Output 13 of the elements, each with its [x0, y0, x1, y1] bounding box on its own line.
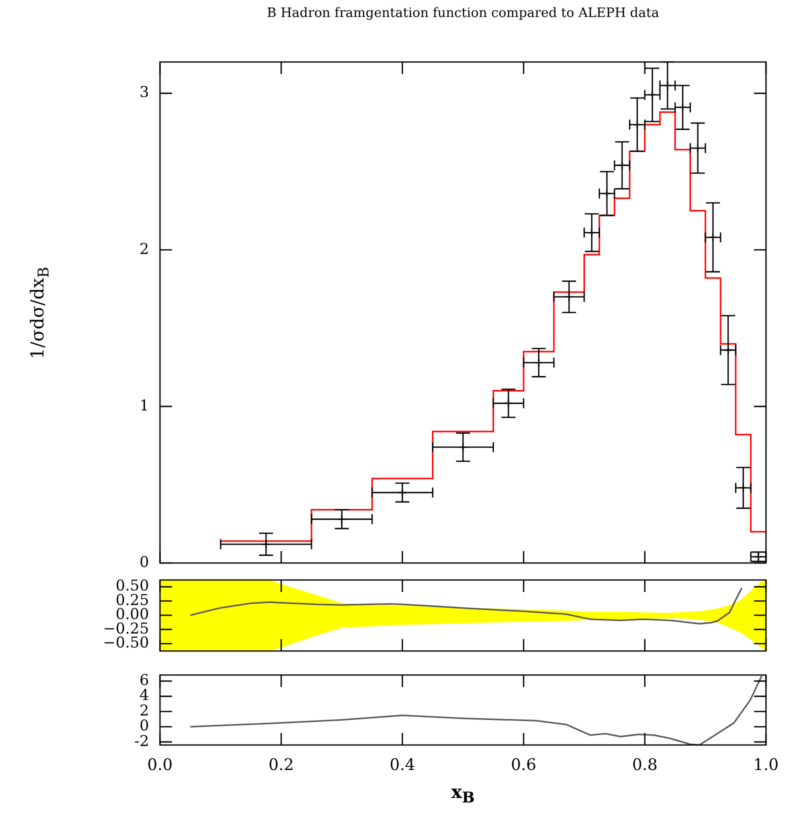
y-tick-label: 1 — [139, 396, 149, 414]
y-tick-label: 3 — [139, 83, 149, 102]
y-tick-label: 0 — [139, 552, 149, 571]
x-tick-label: 1.0 — [753, 754, 779, 774]
x-tick-label: 0.8 — [632, 754, 658, 774]
x-axis-title: x$_{B}$ — [451, 782, 475, 807]
y-tick-label: 2 — [139, 240, 149, 258]
y-tick-label: 6 — [139, 670, 149, 689]
chart-title: B Hadron framgentation function compared to ALEPH data — [266, 6, 660, 21]
x-tick-label: 0.4 — [390, 754, 416, 774]
x-tick-label: 0.0 — [147, 754, 173, 774]
x-tick-label: 0.6 — [510, 754, 536, 774]
x-tick-label: 0.2 — [268, 754, 294, 774]
